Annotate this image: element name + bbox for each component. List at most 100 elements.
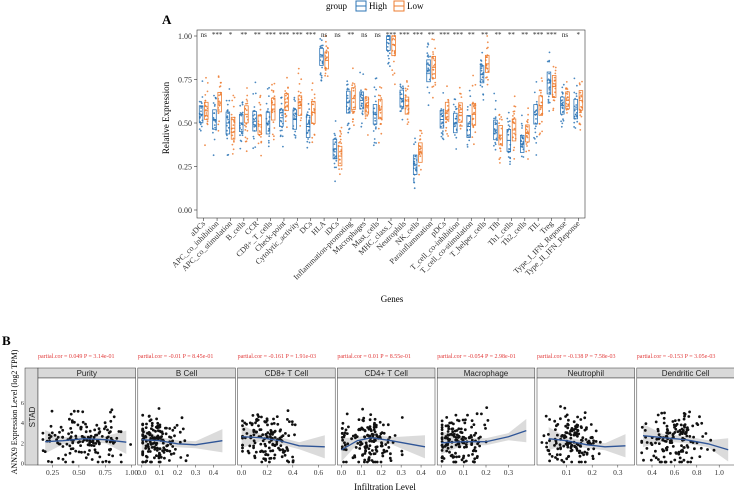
- significance-label: ns: [562, 31, 569, 39]
- point-low: [353, 83, 356, 85]
- point-low: [377, 94, 380, 97]
- point-high: [226, 129, 228, 132]
- scatter-point: [576, 443, 580, 447]
- scatter-point: [459, 427, 463, 431]
- scatter-point: [440, 459, 444, 463]
- scatter-point: [679, 430, 683, 434]
- point-high: [573, 91, 576, 94]
- scatter-point: [556, 457, 559, 461]
- significance-label: **: [428, 31, 436, 39]
- point-low: [432, 85, 435, 88]
- point-low: [273, 127, 276, 129]
- point-high: [454, 105, 457, 108]
- panel-b-ylabel: ANNX9 Expression Level (log2 TPM): [10, 349, 19, 474]
- point-high: [493, 132, 496, 135]
- scatter-point: [567, 418, 570, 422]
- facet-partial-cor: partial.cor = -0.138 P = 7.58e-03: [537, 354, 616, 360]
- scatter-point: [598, 440, 602, 444]
- point-low: [512, 110, 515, 113]
- x-tick-label-b: 0.4: [288, 468, 298, 477]
- scatter-point: [563, 406, 567, 410]
- point-low: [566, 93, 569, 95]
- x-tick-label-b: 0.0: [137, 468, 147, 477]
- scatter-point: [565, 413, 569, 417]
- point-low: [232, 94, 235, 97]
- x-tick-label-b: 0.1: [459, 468, 469, 477]
- point-low: [433, 65, 435, 67]
- scatter-point: [542, 434, 546, 438]
- point-low: [565, 81, 568, 83]
- scatter-point: [68, 417, 71, 421]
- point-low: [299, 91, 302, 94]
- point-high: [399, 83, 402, 86]
- point-low: [231, 153, 234, 155]
- scatter-point: [374, 448, 378, 452]
- point-low: [458, 86, 461, 89]
- scatter-point: [78, 440, 81, 444]
- scatter-point: [467, 454, 470, 457]
- point-high: [561, 101, 564, 104]
- point-high: [401, 118, 404, 121]
- point-low: [217, 75, 220, 78]
- point-low: [273, 135, 275, 138]
- legend-label-low: Low: [407, 1, 424, 11]
- scatter-point: [573, 431, 577, 434]
- point-high: [535, 118, 537, 120]
- scatter-point: [548, 452, 552, 456]
- point-low: [339, 129, 341, 132]
- scatter-point: [71, 441, 75, 445]
- trend-line: [341, 437, 426, 451]
- scatter-point: [559, 417, 562, 421]
- scatter-point: [687, 415, 691, 418]
- point-low: [365, 99, 368, 102]
- point-high: [372, 130, 375, 132]
- scatter-point: [370, 459, 374, 462]
- panel-b-xlabel: Infiltration Level: [354, 482, 416, 492]
- point-high: [307, 129, 310, 132]
- point-low: [286, 97, 289, 100]
- scatter-point: [441, 455, 444, 458]
- scatter-point: [373, 460, 377, 464]
- scatter-point: [698, 455, 702, 458]
- point-high: [453, 98, 456, 100]
- scatter-point: [359, 443, 362, 447]
- point-low: [312, 103, 314, 106]
- scatter-point: [662, 455, 666, 459]
- point-high: [548, 79, 551, 82]
- point-low: [527, 107, 529, 110]
- scatter-point: [68, 451, 72, 455]
- point-low: [259, 103, 262, 106]
- point-low: [245, 98, 248, 101]
- scatter-point: [266, 431, 270, 434]
- point-low: [391, 69, 394, 71]
- scatter-point: [256, 418, 260, 422]
- point-high: [374, 111, 377, 114]
- scatter-point: [161, 449, 165, 453]
- scatter-point: [368, 444, 372, 447]
- scatter-point: [674, 427, 678, 431]
- point-high: [213, 112, 216, 115]
- scatter-point: [683, 432, 687, 435]
- scatter-point: [382, 423, 385, 427]
- scatter-point: [656, 429, 660, 433]
- point-low: [472, 126, 475, 129]
- scatter-point: [241, 424, 244, 427]
- scatter-point: [53, 433, 57, 437]
- scatter-point: [454, 438, 458, 442]
- point-high: [308, 141, 311, 144]
- point-low: [446, 115, 449, 118]
- significance-label: ns: [201, 31, 208, 39]
- scatter-point: [50, 431, 54, 435]
- point-low: [460, 96, 463, 98]
- point-high: [575, 92, 578, 95]
- scatter-point: [89, 434, 93, 438]
- legend-title: group: [326, 1, 347, 11]
- point-high: [413, 187, 416, 190]
- point-high: [493, 92, 496, 95]
- point-high: [440, 135, 443, 138]
- scatter-point: [374, 425, 378, 429]
- scatter-point: [119, 430, 123, 434]
- point-high: [361, 112, 364, 114]
- significance-label: ***: [399, 31, 410, 39]
- point-high: [198, 100, 201, 103]
